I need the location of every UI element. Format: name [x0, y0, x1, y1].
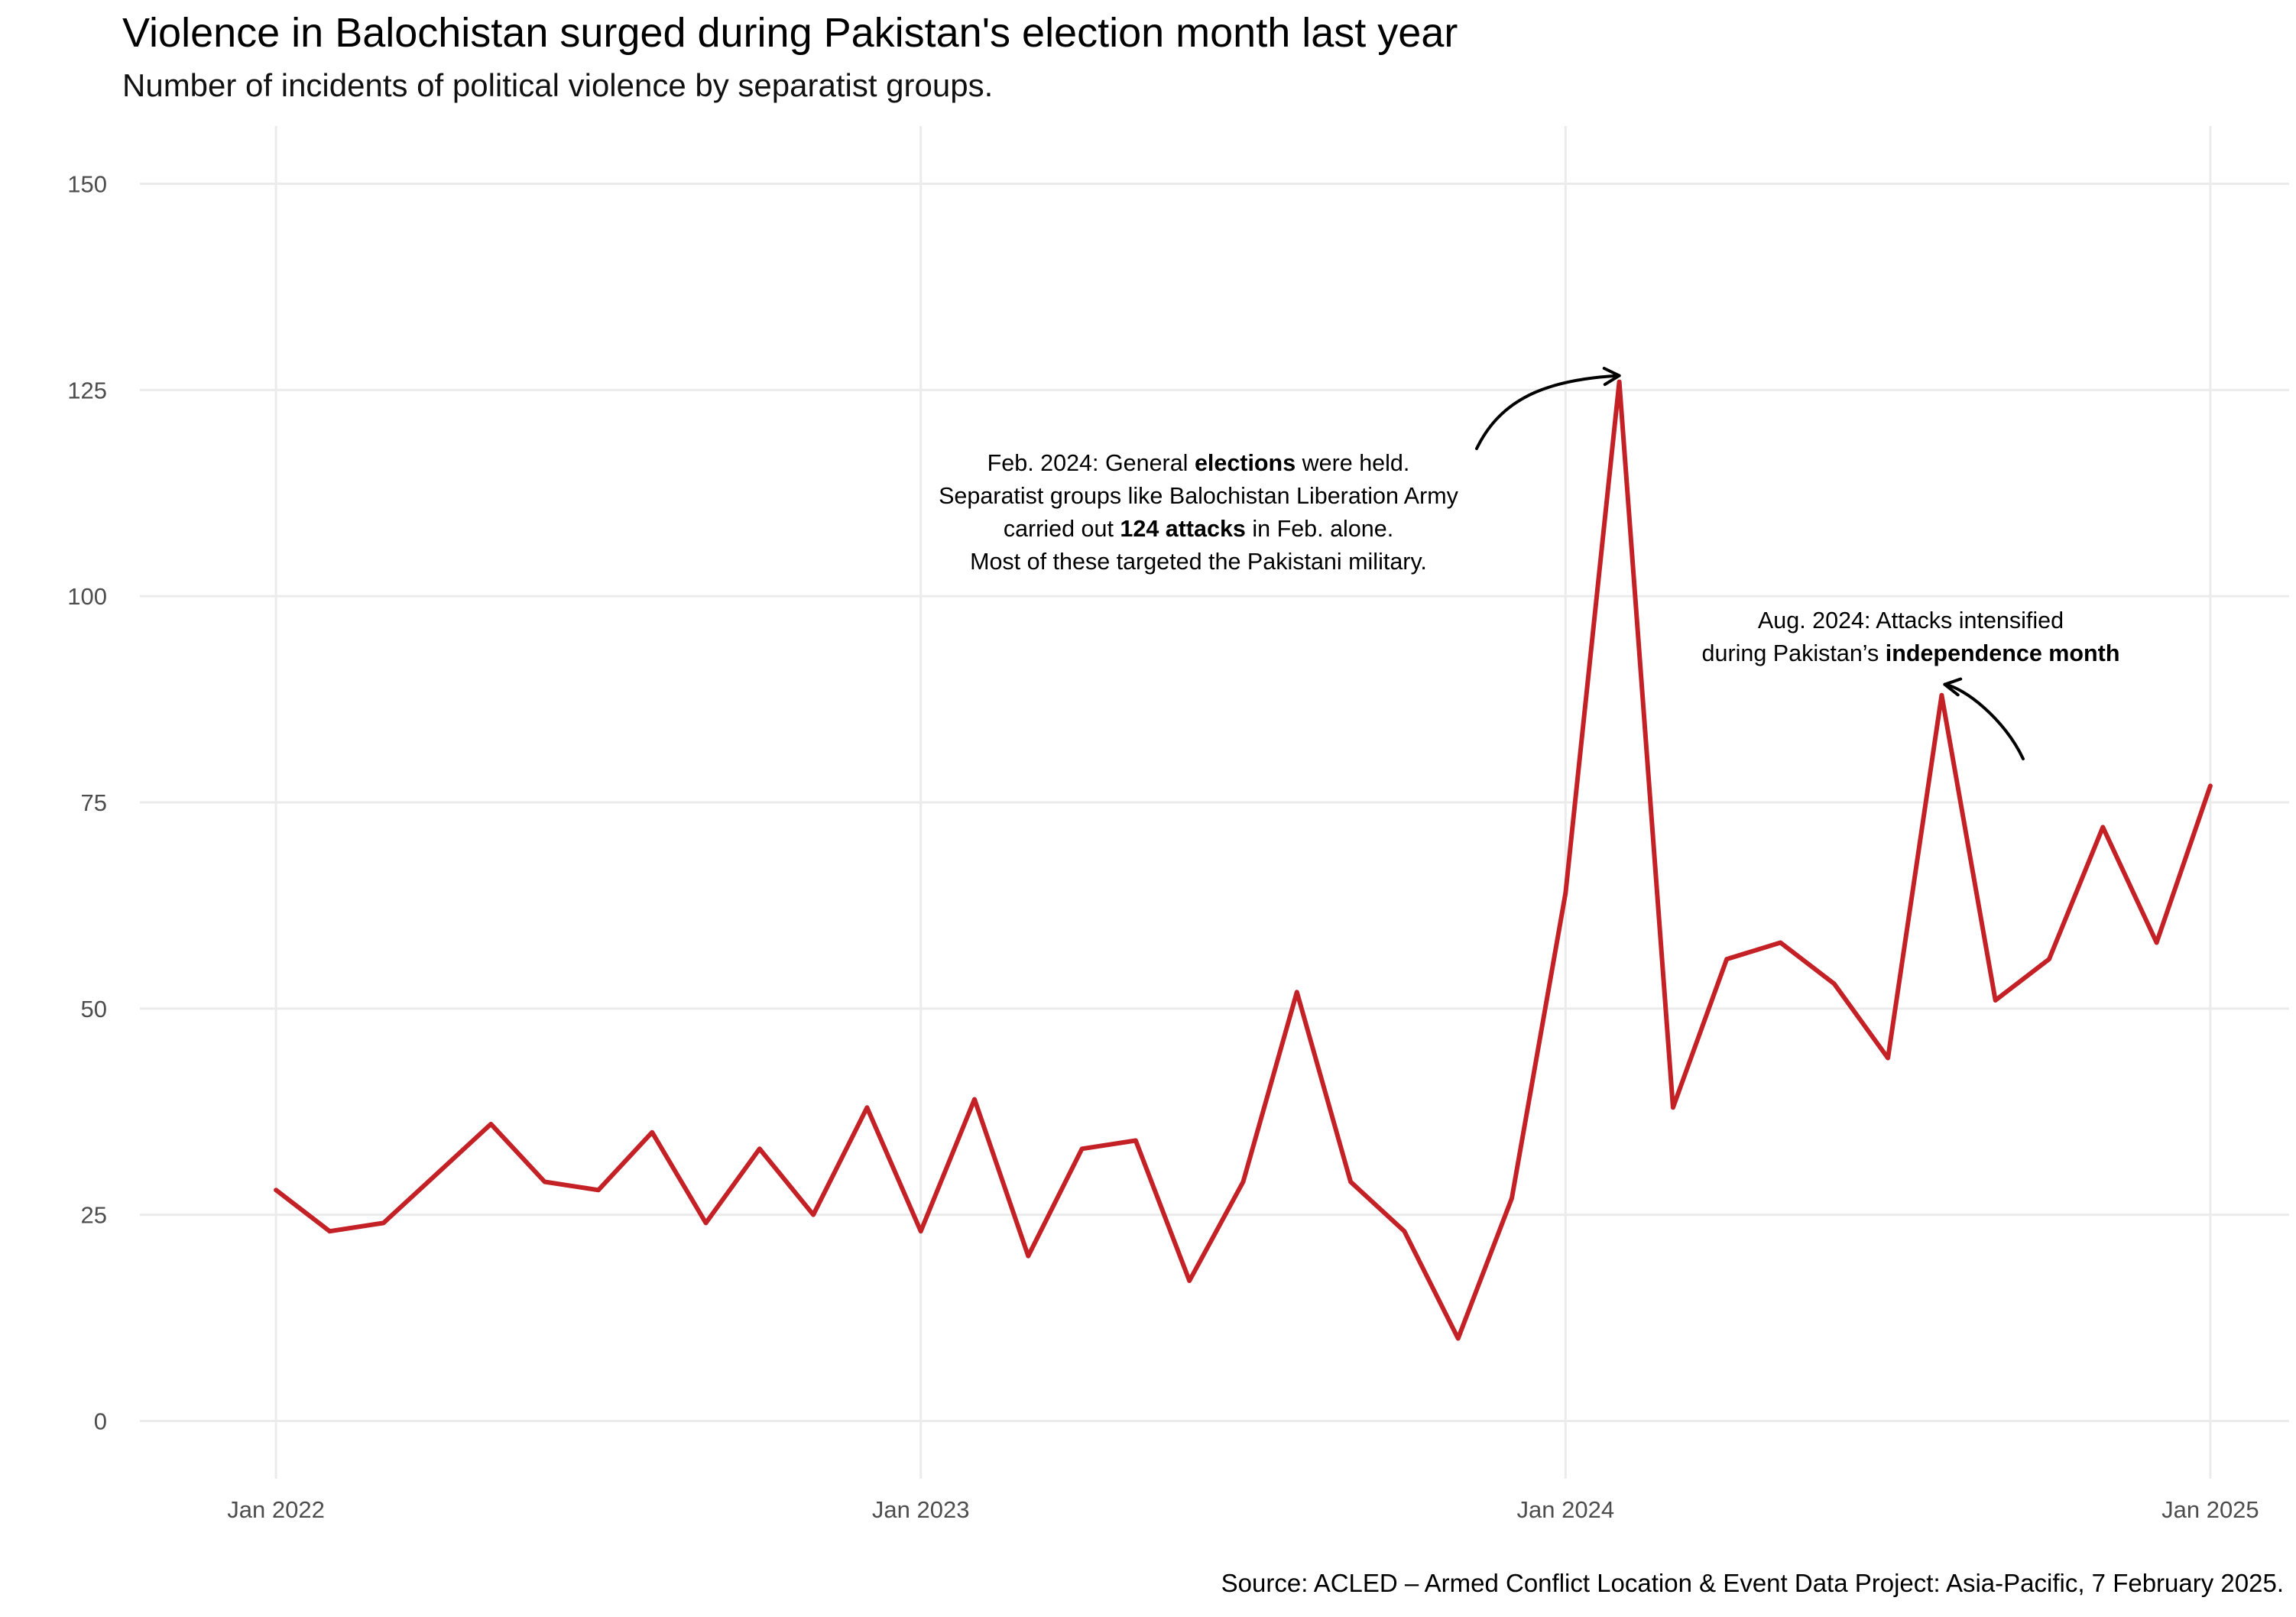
annotation-line: carried out 124 attacks in Feb. alone. — [1004, 516, 1393, 542]
x-tick-label: Jan 2024 — [1517, 1496, 1615, 1523]
y-tick-label: 75 — [81, 789, 107, 816]
y-tick-label: 0 — [94, 1408, 107, 1434]
y-tick-label: 25 — [81, 1202, 107, 1229]
y-tick-label: 125 — [67, 377, 107, 403]
y-tick-label: 150 — [67, 171, 107, 198]
annotation-line: Separatist groups like Balochistan Liber… — [939, 483, 1459, 509]
annotation-line: Aug. 2024: Attacks intensified — [1758, 608, 2064, 634]
annotations: Feb. 2024: General elections were held. S… — [939, 367, 2120, 760]
annotation-arrowhead — [1602, 367, 1621, 387]
chart-source: Source: ACLED – Armed Conflict Location … — [1221, 1569, 2284, 1597]
annotation-arrow — [1943, 682, 2025, 760]
annotation-arrow — [1475, 374, 1621, 450]
annotation-arrowhead — [1943, 677, 1963, 697]
annotation-line: during Pakistan’s independence month — [1702, 640, 2120, 666]
series-layer — [274, 379, 2213, 1341]
axis-tick-labels: 0 25 50 75 100 125 150 Jan 2022 Jan 2023 Jan 2024… — [67, 171, 2259, 1523]
x-tick-label: Jan 2023 — [872, 1496, 970, 1523]
annotation-independence: Aug. 2024: Attacks intensified during Pak… — [1702, 608, 2120, 760]
grid — [140, 126, 2289, 1479]
annotation-line: Feb. 2024: General elections were held. — [987, 450, 1410, 476]
y-tick-label: 50 — [81, 996, 107, 1022]
annotation-election: Feb. 2024: General elections were held. S… — [939, 367, 1621, 575]
annotation-line: Most of these targeted the Pakistani mil… — [970, 549, 1427, 575]
x-tick-label: Jan 2025 — [2161, 1496, 2259, 1523]
series-line-0 — [274, 379, 2213, 1341]
x-tick-label: Jan 2022 — [227, 1496, 325, 1523]
chart-subtitle: Number of incidents of political violenc… — [122, 67, 994, 103]
y-tick-label: 100 — [67, 583, 107, 610]
chart-title: Violence in Balochistan surged during Pa… — [122, 10, 1458, 56]
